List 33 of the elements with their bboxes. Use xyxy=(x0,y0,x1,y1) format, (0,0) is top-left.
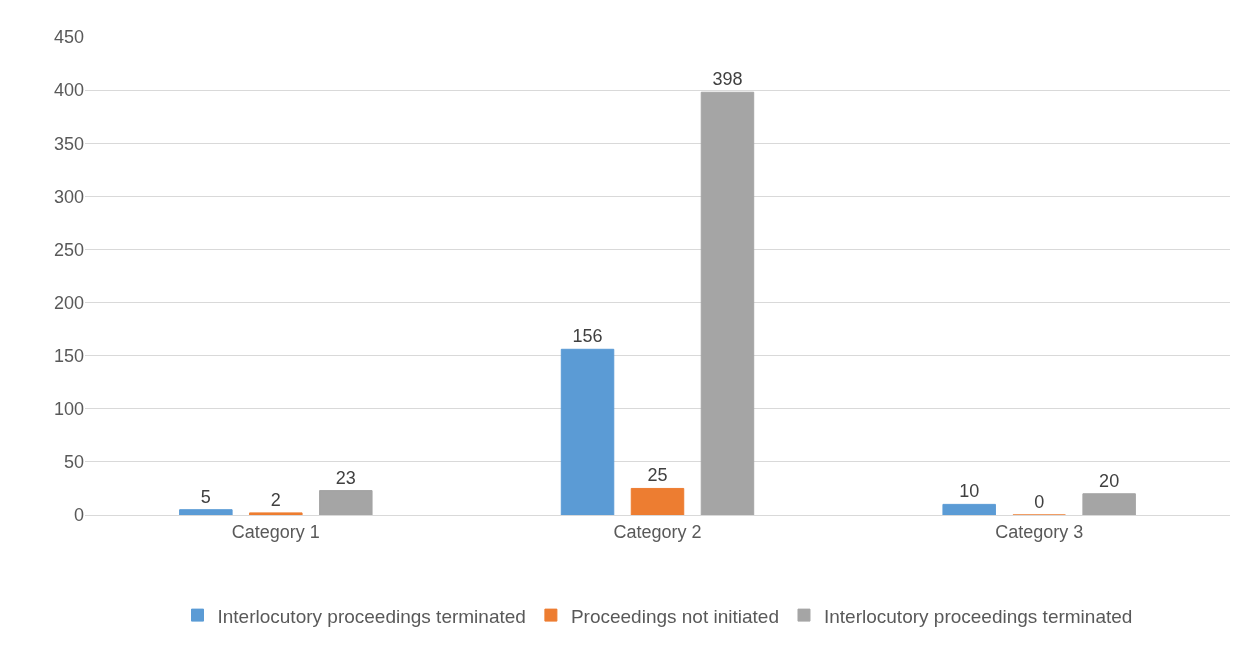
bar xyxy=(700,91,755,515)
y-tick-label: 200 xyxy=(53,292,84,313)
data-label: 20 xyxy=(1099,470,1120,491)
x-tick-label: Category 2 xyxy=(613,521,702,542)
y-tick-label: 100 xyxy=(53,399,84,420)
bar xyxy=(630,487,685,515)
bar xyxy=(249,512,303,515)
y-tick-label: 150 xyxy=(53,345,84,366)
y-tick-label: 0 xyxy=(73,505,84,526)
legend-label: Interlocutory proceedings terminated xyxy=(823,605,1133,627)
data-label: 25 xyxy=(647,465,668,486)
x-tick-label: Category 3 xyxy=(995,521,1084,542)
x-tick-label: Category 1 xyxy=(231,521,320,542)
bar xyxy=(560,348,615,515)
bar xyxy=(319,490,373,515)
data-label: 2 xyxy=(270,489,281,510)
bar xyxy=(1082,493,1136,515)
y-tick-label: 50 xyxy=(63,452,84,473)
data-label: 0 xyxy=(1034,492,1045,512)
legend-label: Proceedings not initiated xyxy=(570,605,779,627)
legend-label: Interlocutory proceedings terminated xyxy=(217,605,526,627)
data-label: 398 xyxy=(712,69,743,90)
data-label: 10 xyxy=(959,481,980,502)
y-tick-label: 450 xyxy=(53,27,84,48)
data-label: 5 xyxy=(200,486,211,507)
data-label: 156 xyxy=(572,326,603,347)
y-tick-label: 250 xyxy=(53,239,84,260)
y-tick-label: 350 xyxy=(53,133,84,154)
y-tick-label: 400 xyxy=(53,80,84,101)
data-label: 23 xyxy=(335,467,356,488)
bar xyxy=(179,509,233,515)
bar xyxy=(942,503,996,515)
y-tick-label: 300 xyxy=(53,186,84,207)
